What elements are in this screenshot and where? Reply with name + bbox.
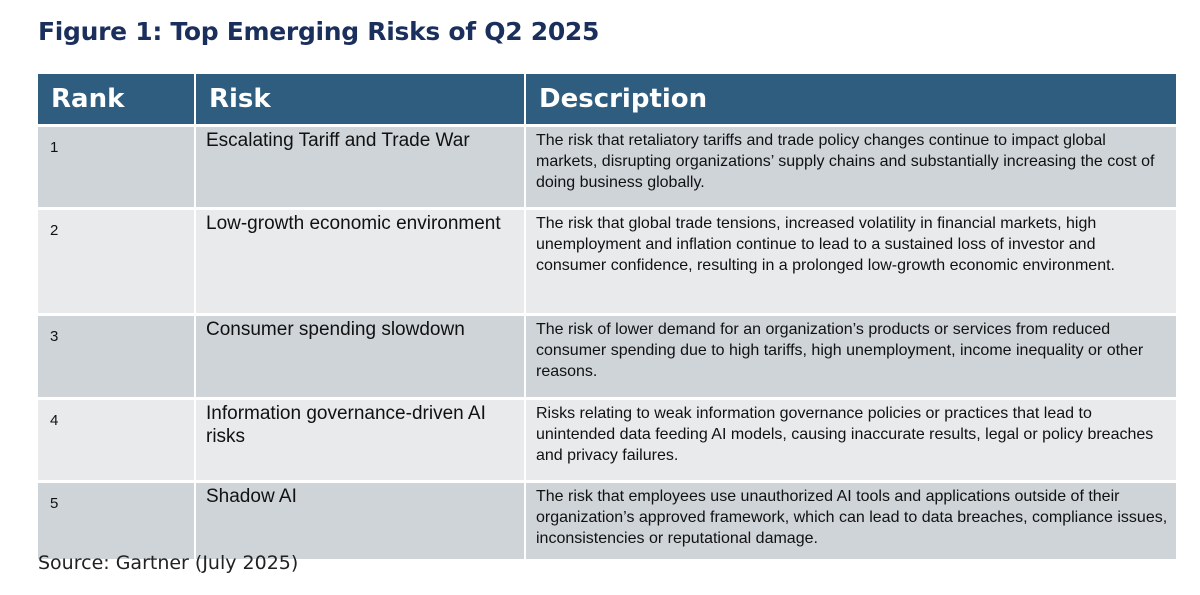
risk-cell: Consumer spending slowdown [195,314,526,400]
description-cell: The risk that employees use unauthorized… [525,481,1176,562]
table-row: 2 Low-growth economic environment The ri… [38,208,1176,316]
table-header: Rank Risk Description [38,74,1176,127]
rank-cell: 4 [38,398,196,483]
risk-cell: Information governance-driven AI risks [195,398,526,483]
risks-table-container: Rank Risk Description 1 Escalating Tarif… [38,74,1176,562]
rank-cell: 3 [38,314,196,400]
table-row: 5 Shadow AI The risk that employees use … [38,481,1176,562]
description-cell: Risks relating to weak information gover… [525,398,1176,483]
risk-cell: Escalating Tariff and Trade War [195,125,526,210]
risks-table: Rank Risk Description 1 Escalating Tarif… [38,74,1176,562]
table-body: 1 Escalating Tariff and Trade War The ri… [38,125,1176,562]
description-cell: The risk of lower demand for an organiza… [525,314,1176,400]
header-rank: Rank [38,74,196,127]
description-cell: The risk that global trade tensions, inc… [525,208,1176,316]
header-description: Description [525,74,1176,127]
rank-cell: 1 [38,125,196,210]
description-cell: The risk that retaliatory tariffs and tr… [525,125,1176,210]
risk-cell: Low-growth economic environment [195,208,526,316]
rank-cell: 5 [38,481,196,562]
figure-title: Figure 1: Top Emerging Risks of Q2 2025 [38,17,600,46]
table-row: 3 Consumer spending slowdown The risk of… [38,314,1176,400]
table-row: 1 Escalating Tariff and Trade War The ri… [38,125,1176,210]
source-note: Source: Gartner (July 2025) [38,552,299,574]
risk-cell: Shadow AI [195,481,526,562]
header-row: Rank Risk Description [38,74,1176,127]
header-risk: Risk [195,74,526,127]
rank-cell: 2 [38,208,196,316]
table-row: 4 Information governance-driven AI risks… [38,398,1176,483]
